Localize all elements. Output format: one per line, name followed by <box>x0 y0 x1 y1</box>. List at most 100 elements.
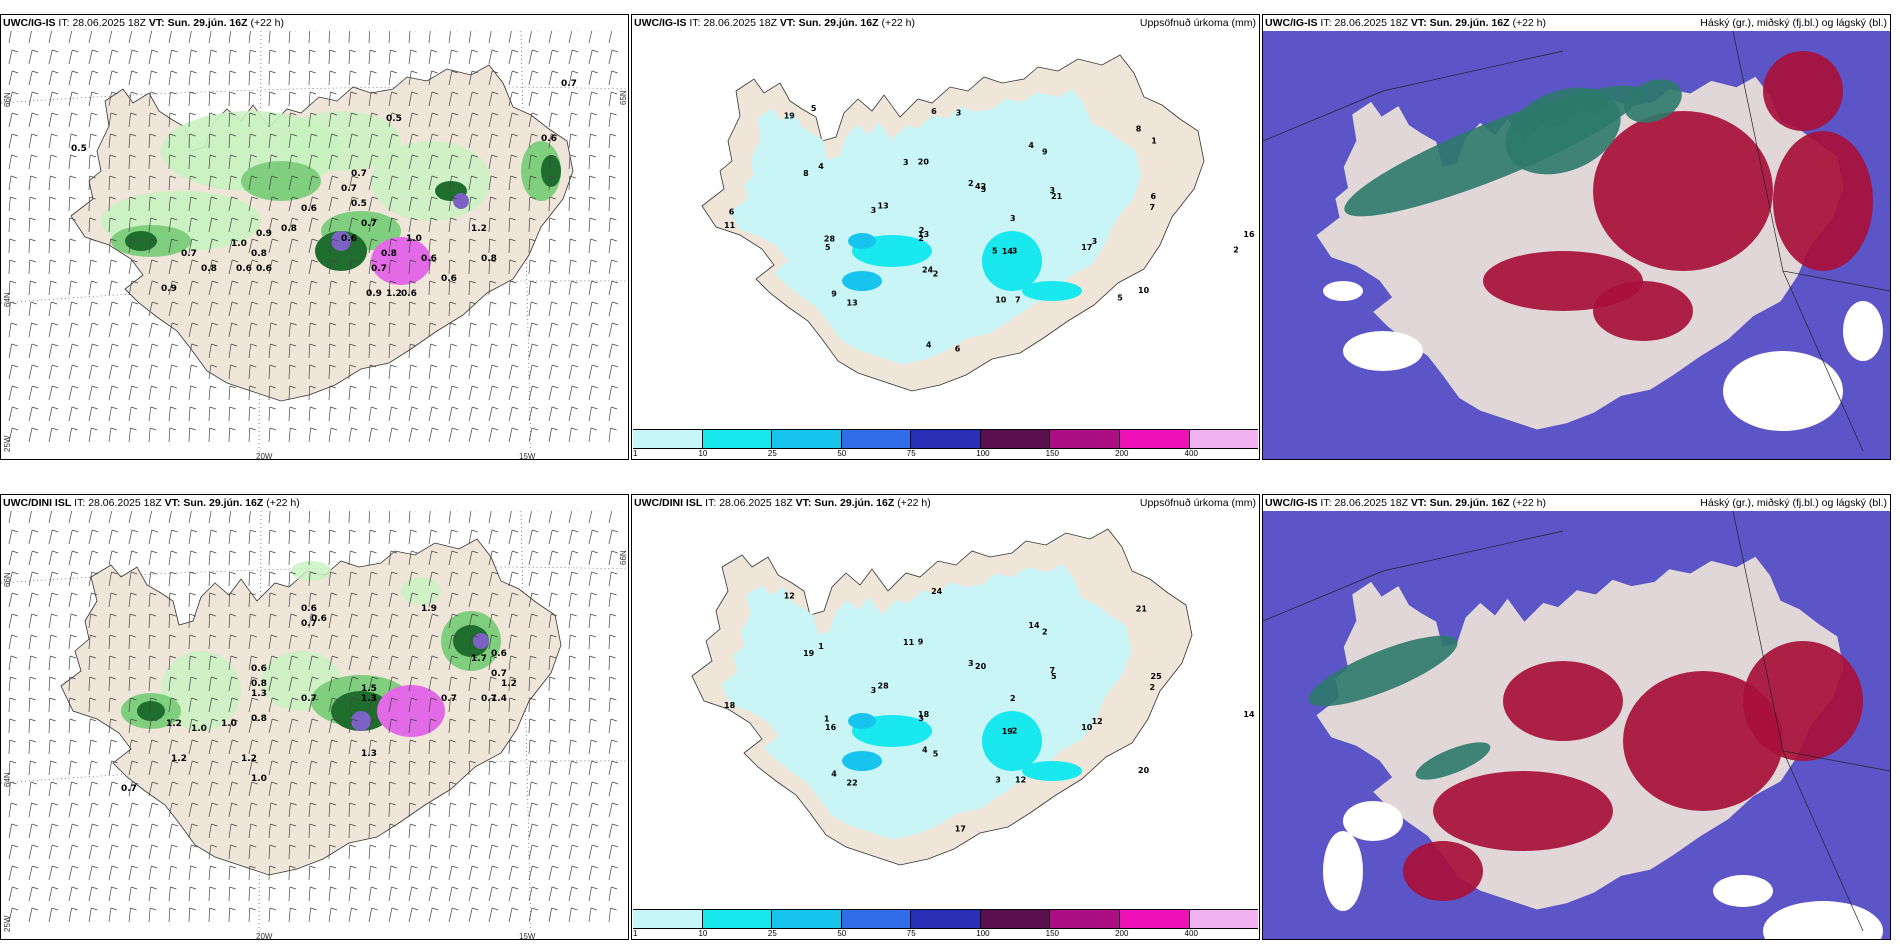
accum-value-label: 4 <box>1028 141 1034 150</box>
accum-value-label: 28 <box>878 682 890 691</box>
accum-value-label: 6 <box>1151 192 1157 201</box>
colorbar-swatch <box>701 910 772 928</box>
accum-value-label: 14 <box>1028 621 1040 630</box>
precip-value-label: 0.7 <box>341 184 357 194</box>
wind-map-panel-bottom: UWC/DINI ISL IT: 28.06.2025 18Z VT: Sun.… <box>0 494 629 940</box>
cloud-cover-map <box>1263 511 1890 939</box>
colorbar-tick: 1 <box>633 929 638 938</box>
accum-value-label: 7 <box>1050 666 1056 675</box>
accum-value-label: 4 <box>922 746 928 755</box>
precip-value-label: 0.6 <box>541 134 557 144</box>
precip-value-label: 1.2 <box>501 679 517 689</box>
precip-value-label: 0.7 <box>371 264 387 274</box>
accum-value-label: 10 <box>1081 723 1093 732</box>
precip-value-label: 0.6 <box>251 664 267 674</box>
accum-value-label: 7 <box>1015 295 1021 304</box>
precip-value-label: 0.6 <box>311 614 327 624</box>
precip-value-label: 0.8 <box>381 249 397 259</box>
accum-value-label: 18 <box>724 701 736 710</box>
accum-value-label: 13 <box>918 230 929 239</box>
colorbar-swatch <box>1188 910 1259 928</box>
accum-value-label: 2 <box>1010 694 1016 703</box>
precip-value-label: 1.7 <box>471 654 487 664</box>
accum-value-label: 3 <box>1012 246 1018 255</box>
precip-value-label: 0.7 <box>301 619 317 629</box>
accum-value-label: 2 <box>919 226 925 235</box>
lon-label: 15W <box>519 452 536 460</box>
precip-value-label: 1.5 <box>361 684 377 694</box>
lat-label: 66N <box>3 572 12 587</box>
precip-value-label: 0.6 <box>441 274 457 284</box>
accum-value-label: 4 <box>818 162 824 171</box>
panel-right-title: Uppsöfnuð úrkoma (mm) <box>1139 17 1256 29</box>
precip-value-label: 0.8 <box>251 679 267 689</box>
precip-value-label: 0.6 <box>301 204 317 214</box>
precip-value-label: 0.6 <box>236 264 252 274</box>
precip-value-label: 1.0 <box>251 774 267 784</box>
colorbar-ticks: 1 10 25 50 75 100 150 200 400 <box>633 449 1258 459</box>
accum-value-label: 17 <box>1081 243 1092 252</box>
precip-value-label: 1.4 <box>491 694 507 704</box>
accum-value-label: 10 <box>995 296 1007 305</box>
accum-value-label: 20 <box>1138 766 1150 775</box>
accum-value-label: 1 <box>818 642 824 651</box>
colorbar-tick: 50 <box>837 929 847 938</box>
precip-value-label: 0.7 <box>181 249 197 259</box>
accum-value-label: 24 <box>922 266 934 275</box>
accum-value-label: 3 <box>903 158 909 167</box>
panel-right-title: Háský (gr.), miðský (fj.bl.) og lágský (… <box>1700 17 1887 29</box>
accum-value-label: 19 <box>784 111 796 120</box>
accum-value-label: 42 <box>975 182 986 191</box>
accum-value-label: 14 <box>1002 247 1014 256</box>
colorbar-swatch <box>979 430 1050 448</box>
precip-value-label: 0.8 <box>251 249 267 259</box>
accum-value-label: 13 <box>847 299 858 308</box>
precip-value-label: 1.0 <box>231 239 247 249</box>
accum-map-panel-bottom: UWC/DINI ISL IT: 28.06.2025 18Z VT: Sun.… <box>631 494 1260 940</box>
lat-label: 65N <box>619 90 628 105</box>
colorbar-swatch <box>979 910 1050 928</box>
accum-value-label: 14 <box>1243 710 1255 719</box>
accum-value-label: 12 <box>784 591 795 600</box>
colorbar-tick: 50 <box>837 449 847 458</box>
colorbar-tick: 75 <box>906 929 916 938</box>
precip-value-label: 0.8 <box>251 714 267 724</box>
colorbar-swatch <box>633 910 702 928</box>
colorbar-swatch <box>1118 430 1189 448</box>
precip-value-label: 1.2 <box>471 224 487 234</box>
lon-label: 15W <box>519 932 536 940</box>
precip-value-label: 0.7 <box>351 169 367 179</box>
colorbar-ticks: 1 10 25 50 75 100 150 200 400 <box>633 929 1258 939</box>
panel-right-title: Uppsöfnuð úrkoma (mm) <box>1139 497 1256 509</box>
precip-value-label: 0.9 <box>161 284 177 294</box>
accum-value-label: 3 <box>968 659 974 668</box>
accum-value-label: 19 <box>803 649 815 658</box>
lon-label: 25W <box>3 915 12 932</box>
accum-value-label: 24 <box>931 587 943 596</box>
lon-label: 20W <box>256 932 273 940</box>
accum-value-label: 2 <box>933 270 939 279</box>
precip-value-label: 1.3 <box>361 694 377 704</box>
accum-value-label: 3 <box>871 206 877 215</box>
precip-value-label: 0.7 <box>561 79 577 89</box>
precip-value-label: 0.6 <box>421 254 437 264</box>
wind-precip-map: 0.6 0.6 0.7 1.9 0.6 0.8 1.3 0.8 0.7 1.0 1.2 1.0 1.2 1… <box>1 511 628 939</box>
accum-value-label: 18 <box>918 710 930 719</box>
accum-value-label: 22 <box>847 779 858 788</box>
precip-value-label: 0.7 <box>481 694 497 704</box>
accum-map-panel-top: UWC/IG-IS IT: 28.06.2025 18Z VT: Sun. 29… <box>631 14 1260 460</box>
precip-value-label: 1.2 <box>166 719 182 729</box>
precip-value-label: 0.9 <box>256 229 272 239</box>
precip-value-label: 0.7 <box>491 669 507 679</box>
lat-label: 64N <box>3 772 12 787</box>
accum-value-label: 7 <box>1150 203 1156 212</box>
accum-value-label: 3 <box>956 108 962 117</box>
precip-value-label: 1.2 <box>171 754 187 764</box>
lon-label: 25W <box>3 435 12 452</box>
accum-value-label: 20 <box>918 157 930 166</box>
colorbar-tick: 200 <box>1115 449 1129 458</box>
precip-value-label: 0.6 <box>341 234 357 244</box>
colorbar-swatch <box>1188 430 1259 448</box>
colorbar-swatch <box>1049 910 1119 928</box>
precip-value-label: 0.8 <box>481 254 497 264</box>
